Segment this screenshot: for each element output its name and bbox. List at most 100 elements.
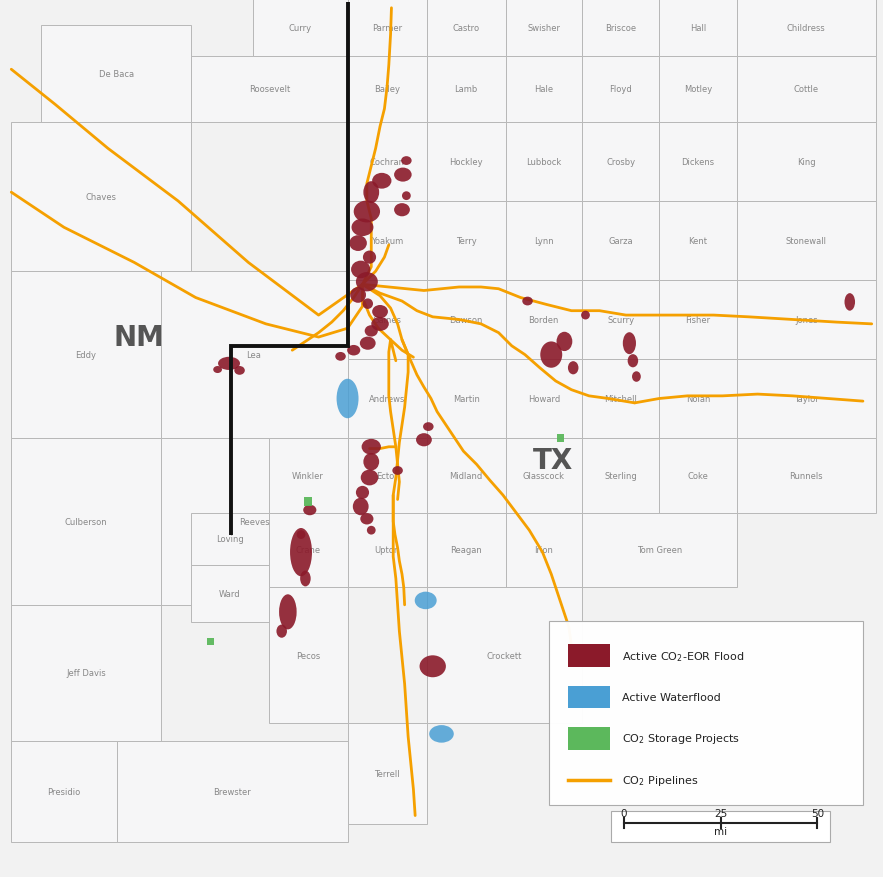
Ellipse shape bbox=[356, 486, 369, 499]
Text: Jones: Jones bbox=[795, 316, 818, 324]
Text: Garza: Garza bbox=[608, 237, 633, 246]
Bar bbox=[660, 360, 736, 438]
Text: Terry: Terry bbox=[456, 237, 477, 246]
Ellipse shape bbox=[423, 423, 434, 431]
Text: Martin: Martin bbox=[453, 395, 479, 403]
Ellipse shape bbox=[372, 305, 388, 319]
Ellipse shape bbox=[389, 118, 547, 232]
Bar bbox=[506, 0, 582, 57]
Text: Lynn: Lynn bbox=[534, 237, 554, 246]
Bar bbox=[582, 281, 660, 360]
Ellipse shape bbox=[371, 317, 389, 332]
Bar bbox=[736, 123, 876, 202]
Ellipse shape bbox=[392, 467, 403, 475]
Bar bbox=[736, 202, 876, 281]
Ellipse shape bbox=[429, 725, 454, 743]
Ellipse shape bbox=[354, 202, 380, 224]
Bar bbox=[660, 438, 736, 513]
Ellipse shape bbox=[347, 346, 360, 356]
Text: Presidio: Presidio bbox=[48, 787, 80, 796]
Ellipse shape bbox=[568, 361, 578, 375]
Text: 50: 50 bbox=[811, 808, 824, 818]
Bar bbox=[660, 202, 736, 281]
Text: Winkler: Winkler bbox=[292, 471, 324, 481]
Bar bbox=[348, 202, 426, 281]
Text: Eddy: Eddy bbox=[75, 351, 96, 360]
Bar bbox=[348, 123, 426, 202]
Text: Kent: Kent bbox=[689, 237, 707, 246]
Ellipse shape bbox=[11, 276, 161, 443]
Text: Hale: Hale bbox=[534, 85, 554, 95]
Ellipse shape bbox=[297, 531, 306, 539]
Text: Stonewall: Stonewall bbox=[786, 237, 826, 246]
Bar bbox=[506, 202, 582, 281]
Text: Roosevelt: Roosevelt bbox=[249, 85, 290, 95]
Text: Yoakum: Yoakum bbox=[371, 237, 404, 246]
Text: Pecos: Pecos bbox=[296, 651, 321, 660]
Text: Tom Green: Tom Green bbox=[637, 545, 682, 555]
Bar bbox=[192, 57, 348, 123]
Text: Reagan: Reagan bbox=[450, 545, 482, 555]
Text: Ector: Ector bbox=[376, 471, 398, 481]
Ellipse shape bbox=[360, 514, 374, 524]
Ellipse shape bbox=[218, 358, 240, 370]
Text: CO$_2$ Pipelines: CO$_2$ Pipelines bbox=[623, 773, 698, 787]
Ellipse shape bbox=[416, 434, 432, 447]
Bar bbox=[348, 438, 426, 513]
Text: 0: 0 bbox=[621, 808, 628, 818]
Text: Fisher: Fisher bbox=[685, 316, 711, 324]
Text: Hockley: Hockley bbox=[449, 158, 483, 167]
Text: Andrews: Andrews bbox=[369, 395, 405, 403]
Bar bbox=[660, 123, 736, 202]
Text: Dawson: Dawson bbox=[449, 316, 483, 324]
Bar bbox=[660, 281, 736, 360]
Ellipse shape bbox=[279, 595, 297, 630]
Bar bbox=[208, 638, 214, 645]
Ellipse shape bbox=[472, 180, 622, 311]
Ellipse shape bbox=[361, 470, 378, 486]
Text: Cottle: Cottle bbox=[794, 85, 819, 95]
Bar bbox=[11, 605, 161, 741]
Ellipse shape bbox=[581, 311, 590, 320]
Ellipse shape bbox=[372, 174, 391, 189]
Ellipse shape bbox=[290, 528, 312, 577]
Text: 25: 25 bbox=[714, 808, 728, 818]
Bar bbox=[506, 123, 582, 202]
Text: Glasscock: Glasscock bbox=[523, 471, 565, 481]
Text: Mitchell: Mitchell bbox=[604, 395, 637, 403]
Text: Sterling: Sterling bbox=[604, 471, 637, 481]
Bar bbox=[253, 0, 348, 57]
Text: Crosby: Crosby bbox=[606, 158, 635, 167]
Bar bbox=[736, 438, 876, 513]
Text: Taylor: Taylor bbox=[794, 395, 819, 403]
Bar bbox=[568, 727, 610, 750]
Text: Nolan: Nolan bbox=[686, 395, 710, 403]
Bar bbox=[660, 0, 736, 57]
Text: King: King bbox=[797, 158, 816, 167]
Text: Dickens: Dickens bbox=[682, 158, 714, 167]
Ellipse shape bbox=[556, 332, 572, 352]
Ellipse shape bbox=[366, 526, 375, 535]
Bar bbox=[426, 360, 506, 438]
Text: Reeves: Reeves bbox=[238, 517, 269, 526]
Text: Active CO$_2$-EOR Flood: Active CO$_2$-EOR Flood bbox=[623, 649, 744, 663]
Bar bbox=[348, 281, 426, 360]
Ellipse shape bbox=[844, 294, 855, 311]
Bar bbox=[426, 438, 506, 513]
Bar bbox=[582, 513, 736, 588]
Bar bbox=[192, 566, 268, 623]
Text: CO$_2$ Storage Projects: CO$_2$ Storage Projects bbox=[623, 731, 741, 745]
Text: Active Waterflood: Active Waterflood bbox=[623, 692, 721, 702]
Ellipse shape bbox=[364, 182, 379, 204]
Bar bbox=[582, 0, 660, 57]
Ellipse shape bbox=[303, 505, 316, 516]
Bar bbox=[426, 0, 506, 57]
Text: Midland: Midland bbox=[449, 471, 483, 481]
Bar bbox=[348, 57, 426, 123]
Text: Cochran: Cochran bbox=[370, 158, 404, 167]
Bar bbox=[11, 741, 117, 842]
Ellipse shape bbox=[363, 299, 373, 310]
Text: Crane: Crane bbox=[296, 545, 321, 555]
Bar bbox=[192, 513, 268, 566]
Bar bbox=[736, 0, 876, 57]
